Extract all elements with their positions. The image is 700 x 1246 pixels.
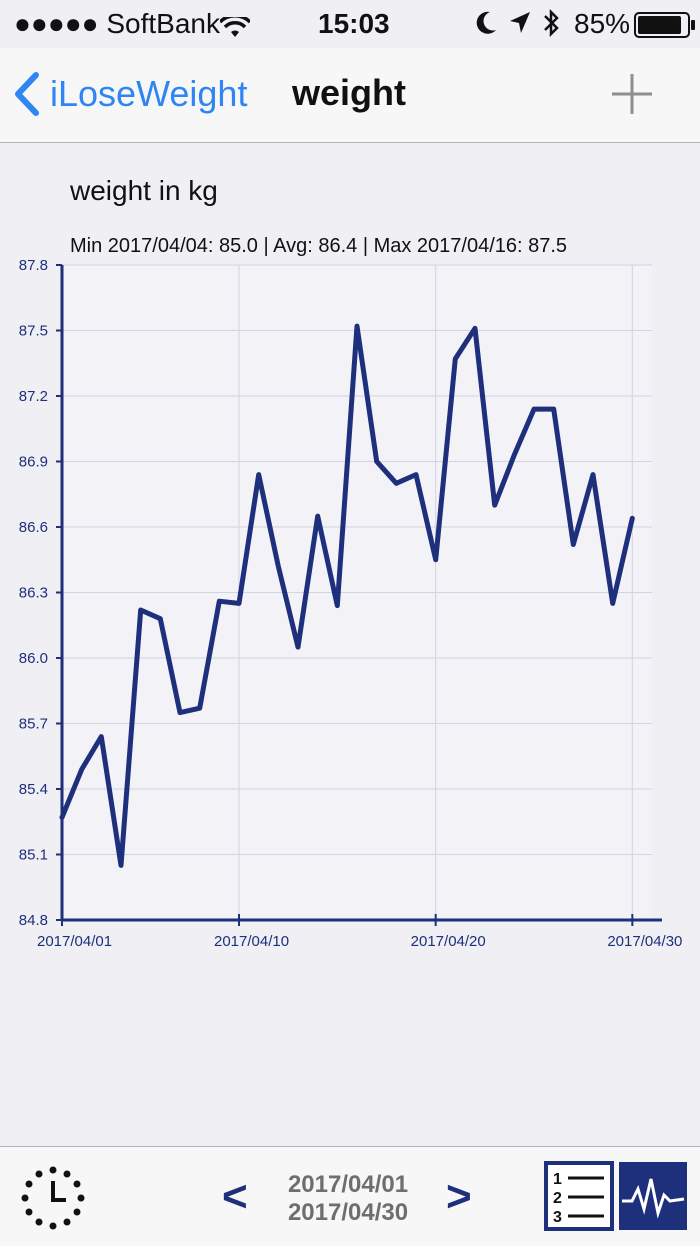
moon-icon	[476, 10, 498, 43]
x-tick-label: 2017/04/01	[37, 933, 112, 950]
bottom-toolbar: < 2017/04/01 2017/04/30 > 1 2 3	[0, 1146, 700, 1246]
y-tick-label: 84.8	[19, 912, 48, 929]
svg-text:1: 1	[553, 1171, 562, 1188]
chart-title: weight in kg	[70, 175, 218, 206]
carrier-label: ●●●●● SoftBank	[14, 8, 220, 39]
x-tick-label: 2017/04/30	[607, 933, 682, 950]
svg-text:3: 3	[553, 1209, 562, 1226]
weight-chart: 84.8 85.1 85.4 85.7 86.0 86.3 86.6 86.9 87.2 87.5…	[19, 257, 683, 950]
clock-button[interactable]	[18, 1163, 88, 1233]
y-tick-label: 86.0	[19, 650, 48, 667]
bluetooth-icon	[542, 8, 560, 45]
y-tick-label: 85.4	[19, 781, 48, 798]
chart-stats: Min 2017/04/04: 85.0 | Avg: 86.4 | Max 2…	[70, 235, 568, 257]
range-end: 2017/04/30	[287, 1199, 409, 1226]
list-view-button[interactable]: 1 2 3	[544, 1161, 614, 1231]
clock-icon	[21, 1166, 85, 1230]
add-button[interactable]	[610, 72, 654, 116]
svg-text:2: 2	[553, 1190, 562, 1207]
y-tick-label: 86.3	[19, 585, 48, 602]
chevron-left-icon	[15, 72, 39, 116]
y-tick-label: 86.6	[19, 519, 48, 536]
graph-view-button[interactable]	[618, 1161, 688, 1231]
numbered-list-icon: 1 2 3	[544, 1161, 614, 1231]
location-arrow-icon	[508, 10, 532, 43]
page-title: weight	[292, 72, 406, 113]
x-tick-label: 2017/04/20	[411, 933, 486, 950]
status-bar: ●●●●● SoftBank 15:03 85%	[0, 0, 700, 48]
battery-percent: 85%	[574, 8, 631, 39]
weight-series-line	[59, 323, 635, 868]
previous-period-button[interactable]: <	[222, 1172, 248, 1221]
back-button-label: iLoseWeight	[50, 73, 248, 114]
date-range: 2017/04/01 2017/04/30	[270, 1171, 426, 1227]
back-button[interactable]: iLoseWeight	[14, 70, 247, 118]
battery-icon	[634, 12, 696, 45]
y-tick-label: 87.2	[19, 388, 48, 405]
y-tick-label: 87.5	[19, 323, 48, 340]
y-tick-label: 86.9	[19, 454, 48, 471]
y-tick-label: 85.1	[19, 847, 48, 864]
y-tick-label: 85.7	[19, 716, 48, 733]
x-tick-label: 2017/04/10	[214, 933, 289, 950]
wifi-icon	[218, 14, 252, 46]
navigation-bar: iLoseWeight weight	[0, 48, 700, 143]
next-period-button[interactable]: >	[446, 1172, 472, 1221]
plus-icon	[612, 74, 652, 114]
y-tick-label: 87.8	[19, 257, 48, 274]
line-graph-icon	[619, 1162, 687, 1230]
range-start: 2017/04/01	[287, 1171, 409, 1198]
time-label: 15:03	[318, 8, 390, 39]
